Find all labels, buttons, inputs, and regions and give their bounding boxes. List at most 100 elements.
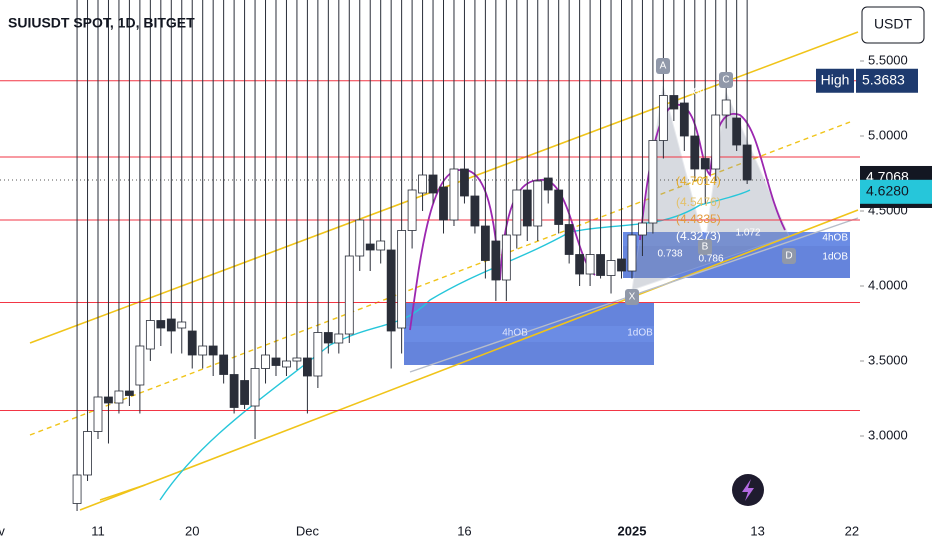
candle-body [522, 189, 532, 227]
candle-body [439, 186, 448, 221]
ratio-label: 1.072 [735, 228, 760, 239]
trend-stub [99, 484, 146, 501]
ma-price: 4.6280 [866, 183, 909, 199]
candle-body [187, 330, 197, 356]
candle-body [271, 357, 281, 366]
candle-body [177, 321, 187, 329]
candle-body [240, 380, 249, 405]
high-price: 5.3683 [862, 71, 905, 87]
zone-label: 4hOB [502, 328, 528, 339]
candle-body [323, 332, 333, 344]
x-tick-label: 22 [845, 523, 859, 538]
candle-body [711, 114, 721, 170]
candle-body [596, 254, 605, 276]
candle-body [627, 234, 637, 272]
candle-body [114, 390, 124, 404]
candle-body [376, 240, 386, 251]
candle-body [700, 158, 710, 170]
candle-body [250, 368, 260, 407]
candle-body [428, 174, 438, 194]
y-tick-label: 4.0000 [868, 277, 908, 292]
ratio-label: 0.738 [657, 249, 682, 260]
candle-body [690, 135, 700, 170]
channel-mid [29, 121, 851, 436]
pattern-point: B [702, 242, 709, 253]
pattern-point-bg [782, 248, 796, 264]
ratio-label: 0.89 [685, 87, 705, 98]
candle-body [669, 95, 679, 110]
candle-body [166, 318, 176, 332]
candle-body [83, 431, 92, 476]
ratio-label: 0.786 [698, 254, 723, 265]
candle-body [292, 357, 302, 362]
candle-body [93, 396, 103, 432]
fib-label: (4.5476) [676, 195, 721, 209]
fib-label: (4.7014) [676, 174, 721, 188]
candle-body [365, 243, 375, 251]
zone-label: 4hOB [822, 233, 848, 244]
candle-body [418, 174, 427, 194]
candle-body [501, 234, 511, 281]
candle-body [575, 254, 585, 275]
lightning-glyph [742, 479, 754, 501]
candle-body [480, 225, 490, 261]
candle-body [125, 390, 134, 396]
candle-body [543, 177, 553, 191]
candle-body [470, 195, 480, 227]
pattern-point-bg [625, 289, 639, 305]
candle-body [302, 357, 312, 377]
candle-body [397, 230, 407, 329]
y-tick-label: 3.5000 [868, 352, 908, 367]
chart-title: SUIUSDT SPOT, 1D, BITGET [8, 15, 195, 31]
candle-body [554, 189, 564, 225]
x-tick-label: Dec [296, 523, 320, 538]
x-tick-label: 20 [185, 523, 199, 538]
candle-body [648, 140, 658, 224]
high-badge [816, 68, 854, 93]
candle-body [156, 320, 166, 329]
zone-label: 1dOB [822, 252, 848, 263]
ma-price-badge [860, 179, 932, 204]
pattern-point: A [660, 61, 667, 72]
x-tick-label: 13 [750, 523, 764, 538]
candle-body [449, 168, 459, 221]
x-tick-label: Nov [0, 523, 5, 538]
candle-body [585, 254, 595, 275]
high-label: High [821, 71, 850, 87]
candle-body [407, 189, 417, 231]
candle-body [282, 360, 291, 368]
currency-button-label[interactable]: USDT [874, 16, 913, 32]
candle-body [313, 332, 323, 377]
candle-body [135, 345, 145, 386]
fib-label: (4.4335) [676, 212, 721, 226]
candle-body [386, 249, 396, 332]
marks [0, 0, 860, 512]
high-price-badge [856, 68, 918, 93]
candle-body [460, 168, 469, 197]
currency-button[interactable] [861, 6, 925, 44]
candle-body [512, 189, 522, 236]
candle-body [658, 95, 668, 141]
pattern-point-bg [698, 239, 712, 255]
fib-label: (4.3273) [676, 229, 721, 243]
candle-body [72, 474, 82, 504]
y-tick-label: 3.0000 [868, 427, 908, 442]
pattern-point: X [629, 292, 636, 303]
candle-body [198, 345, 208, 356]
pattern-point: D [785, 251, 792, 262]
candle-body [334, 333, 344, 344]
moving-average [159, 189, 751, 501]
candle-body [344, 255, 354, 335]
y-tick-label: 5.5000 [868, 52, 908, 67]
candle-body [104, 396, 113, 404]
candle-body [721, 99, 731, 116]
candle-body [617, 258, 626, 272]
x-tick-label: 16 [457, 523, 471, 538]
ob-zone-4h [404, 326, 654, 342]
candle-body [564, 224, 574, 255]
pattern-point: C [722, 75, 729, 86]
candle-body [219, 354, 229, 375]
y-tick-label: 5.0000 [868, 127, 908, 142]
candle-body [229, 374, 239, 408]
